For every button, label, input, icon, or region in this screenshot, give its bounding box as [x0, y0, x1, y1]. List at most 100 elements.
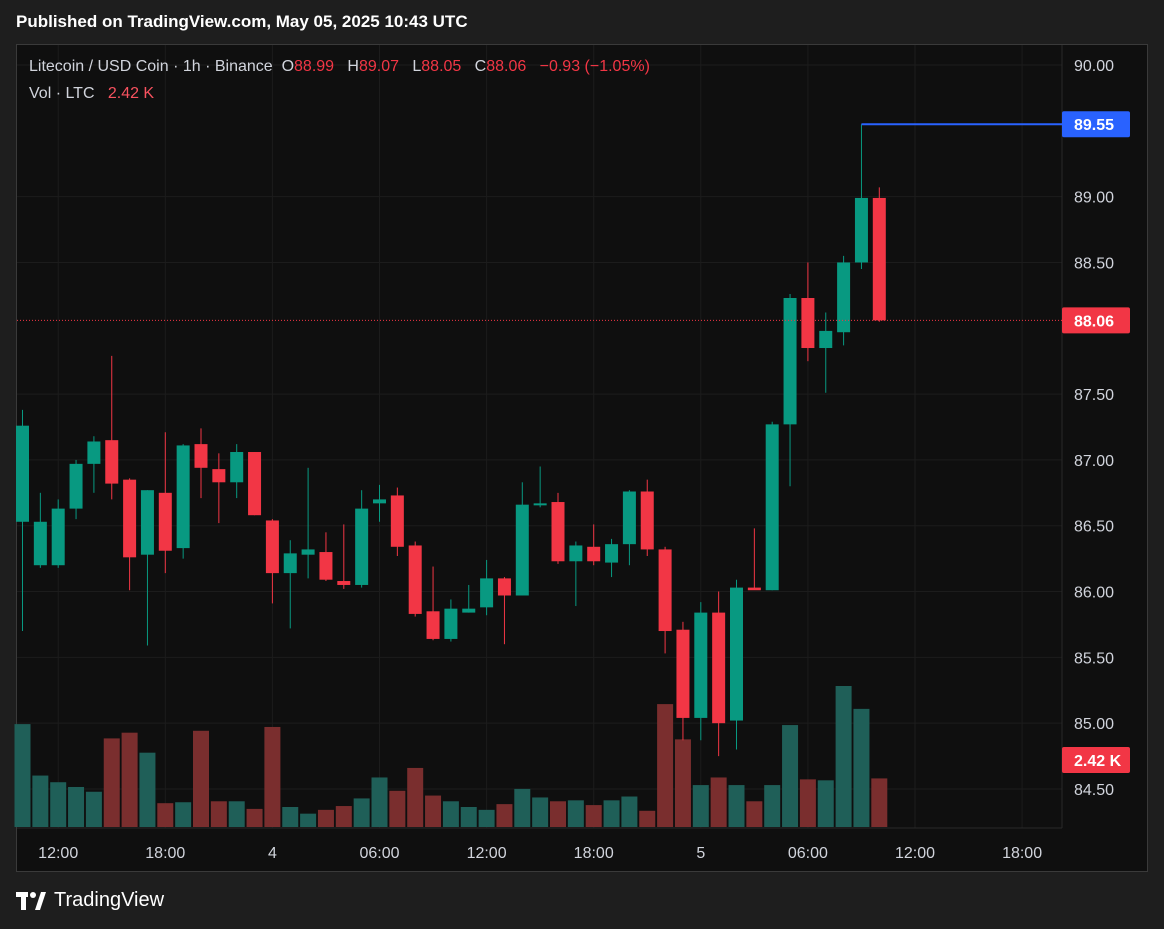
volume-bar — [121, 732, 138, 827]
candle-body — [301, 549, 315, 555]
price-tick-label: 84.50 — [1074, 782, 1114, 799]
candle-body — [69, 463, 83, 509]
candle-body — [676, 629, 690, 718]
volume-bar — [335, 806, 352, 827]
price-axis: 90.00 89.00 88.50 87.50 87.00 86.50 86.00 85.50… — [1062, 58, 1130, 799]
volume-bar — [175, 802, 192, 827]
volume-bar — [210, 801, 227, 827]
high-label: H — [347, 58, 359, 75]
price-tick-label: 86.50 — [1074, 519, 1114, 536]
change-value: −0.93 (−1.05%) — [539, 58, 650, 75]
volume-bar — [14, 724, 31, 827]
volume-bar — [371, 777, 388, 827]
candle-body — [480, 578, 494, 608]
candle-body — [158, 492, 172, 551]
price-tick-label: 89.00 — [1074, 190, 1114, 207]
volume-bar — [157, 803, 174, 827]
candle-body — [747, 587, 761, 591]
candle-body — [730, 587, 743, 721]
candle-body — [265, 520, 279, 574]
candle-body — [640, 491, 654, 550]
time-tick-label: 4 — [268, 845, 277, 862]
volume-bar — [657, 704, 674, 827]
candle-body — [390, 495, 404, 547]
price-tick-label: 88.50 — [1074, 255, 1114, 272]
volume-bar — [442, 801, 459, 827]
candle-body — [462, 608, 476, 613]
time-tick-label: 18:00 — [1002, 845, 1042, 862]
candle-body — [16, 425, 29, 522]
volume-bar — [853, 708, 870, 827]
volume-bar — [407, 767, 424, 827]
volume-bar — [692, 785, 709, 827]
candle-body — [801, 297, 815, 349]
high-price-badge: 89.55 — [1074, 117, 1114, 134]
volume-bar — [32, 775, 49, 827]
candle-body — [515, 504, 529, 596]
volume-bar — [139, 752, 156, 827]
volume-bar — [728, 785, 745, 827]
symbol-legend: Litecoin / USD Coin · 1h · Binance O88.9… — [29, 58, 650, 76]
volume-bar — [514, 788, 531, 827]
volume-bar — [389, 790, 406, 827]
volume-bar — [532, 797, 549, 827]
volume-bar — [425, 795, 442, 827]
volume-bar — [710, 777, 727, 827]
candle-body — [819, 330, 833, 349]
candle-body — [283, 553, 297, 574]
volume-label: Vol · LTC — [29, 85, 95, 102]
time-tick-label: 06:00 — [359, 845, 399, 862]
candle-body — [51, 508, 65, 566]
volume-bar — [621, 796, 638, 827]
brand-name: TradingView — [54, 889, 165, 911]
candle-body — [694, 612, 708, 718]
candle-body — [622, 491, 636, 545]
last-price-badge: 88.06 — [1074, 313, 1114, 330]
tradingview-logo-icon — [16, 891, 46, 910]
volume-bar — [300, 813, 317, 827]
volume-bar — [353, 798, 370, 827]
candle-body — [837, 262, 851, 333]
candle-body — [587, 546, 601, 562]
volume-bar — [282, 806, 299, 827]
candle-body — [497, 578, 511, 596]
candle-body — [872, 197, 886, 321]
volume-bar — [85, 791, 102, 827]
low-label: L — [412, 58, 422, 75]
volume-bar — [835, 686, 852, 827]
candle-body — [551, 502, 565, 562]
volume-bar — [603, 800, 620, 827]
volume-bars — [14, 686, 888, 827]
volume-value: 2.42 K — [107, 85, 155, 102]
candle-body — [194, 444, 208, 468]
time-tick-label: 12:00 — [467, 845, 507, 862]
candle-body — [569, 545, 583, 562]
time-tick-label: 12:00 — [895, 845, 935, 862]
close-value: 88.06 — [486, 58, 527, 75]
price-overlays — [17, 123, 1062, 321]
volume-bar — [567, 800, 584, 827]
candle-body — [783, 297, 797, 425]
low-value: 88.05 — [421, 58, 462, 75]
candle-body — [605, 544, 619, 563]
open-value: 88.99 — [294, 58, 335, 75]
volume-bar — [674, 739, 691, 827]
candle-body — [230, 452, 244, 483]
volume-bar — [782, 725, 799, 827]
candle-body — [408, 545, 422, 614]
time-axis: 12:00 18:00 4 06:00 12:00 18:00 5 06:00 12:00 18:… — [38, 845, 1042, 862]
volume-legend: Vol · LTC 2.42 K — [29, 85, 154, 103]
candle-body — [212, 469, 226, 483]
volume-bar — [746, 801, 763, 827]
volume-bar — [460, 806, 477, 827]
volume-bar — [68, 786, 85, 827]
time-tick-label: 12:00 — [38, 845, 78, 862]
footer-brand[interactable]: TradingView — [16, 889, 164, 912]
volume-bar — [799, 779, 816, 827]
candles — [16, 124, 886, 757]
volume-bar — [246, 808, 263, 827]
volume-bar — [817, 780, 834, 827]
close-label: C — [474, 58, 487, 75]
candle-body — [248, 452, 262, 516]
